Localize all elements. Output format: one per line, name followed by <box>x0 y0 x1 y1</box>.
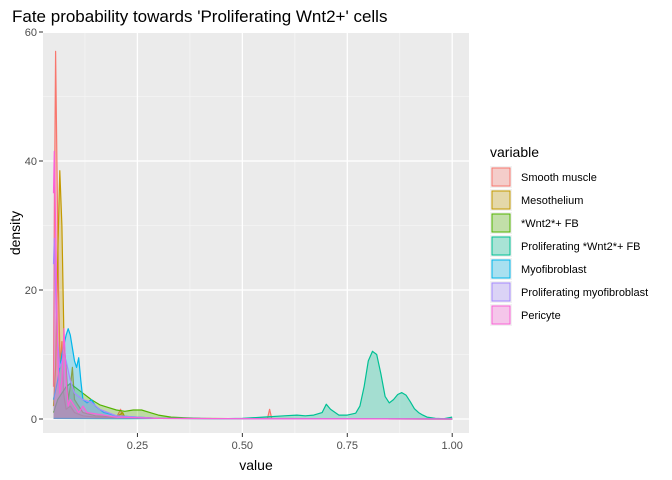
legend-key-3 <box>491 236 511 256</box>
series-layer <box>52 50 453 420</box>
legend-key-bg-2 <box>490 212 512 234</box>
chart-title: Fate probability towards 'Proliferating … <box>12 7 387 26</box>
x-tick-label-1: 0.50 <box>232 440 253 452</box>
legend-label-2: *Wnt2*+ FB <box>521 218 579 230</box>
legend-key-bg-5 <box>490 281 512 303</box>
x-tick-label-0: 0.25 <box>127 440 148 452</box>
plot-panel <box>43 33 469 433</box>
y-tick-label-3: 60 <box>25 27 37 39</box>
x-tick-label-3: 1.00 <box>442 440 463 452</box>
legend-key-5 <box>491 282 511 302</box>
legend-key-2 <box>491 213 511 233</box>
legend-key-bg-0 <box>490 166 512 188</box>
legend-label-1: Mesothelium <box>521 195 583 207</box>
y-tick-label-2: 40 <box>25 156 37 168</box>
legend: variable Smooth muscle Mesothelium *Wnt2*+… <box>490 144 648 326</box>
legend-key-bg-4 <box>490 258 512 280</box>
series-area-3 <box>53 351 453 419</box>
x-tick-label-2: 0.75 <box>337 440 358 452</box>
legend-label-3: Proliferating *Wnt2*+ FB <box>521 241 641 253</box>
legend-label-4: Myofibroblast <box>521 264 586 276</box>
legend-key-bg-3 <box>490 235 512 257</box>
grid-minor <box>43 33 469 433</box>
series-area-4 <box>53 328 453 419</box>
legend-key-4 <box>491 259 511 279</box>
y-axis-title: density <box>7 211 23 255</box>
legend-key-bg-6 <box>490 304 512 326</box>
legend-label-5: Proliferating myofibroblast <box>521 287 648 299</box>
y-tick-label-0: 0 <box>31 414 37 426</box>
legend-key-6 <box>491 305 511 325</box>
x-axis-title: value <box>239 457 273 473</box>
legend-key-0 <box>491 167 511 187</box>
y-tick-label-1: 20 <box>25 285 37 297</box>
series-line-3 <box>53 350 453 420</box>
x-axis: 0.25 0.50 0.75 1.00 <box>127 433 463 452</box>
legend-label-6: Pericyte <box>521 310 561 322</box>
legend-key-bg-1 <box>490 189 512 211</box>
series-line-6 <box>52 150 453 420</box>
legend-key-1 <box>491 190 511 210</box>
series-area-2 <box>53 383 453 419</box>
y-axis: 0 20 40 60 <box>25 27 43 426</box>
series-line-0 <box>52 50 453 420</box>
legend-title: variable <box>490 144 539 160</box>
legend-label-0: Smooth muscle <box>521 172 597 184</box>
